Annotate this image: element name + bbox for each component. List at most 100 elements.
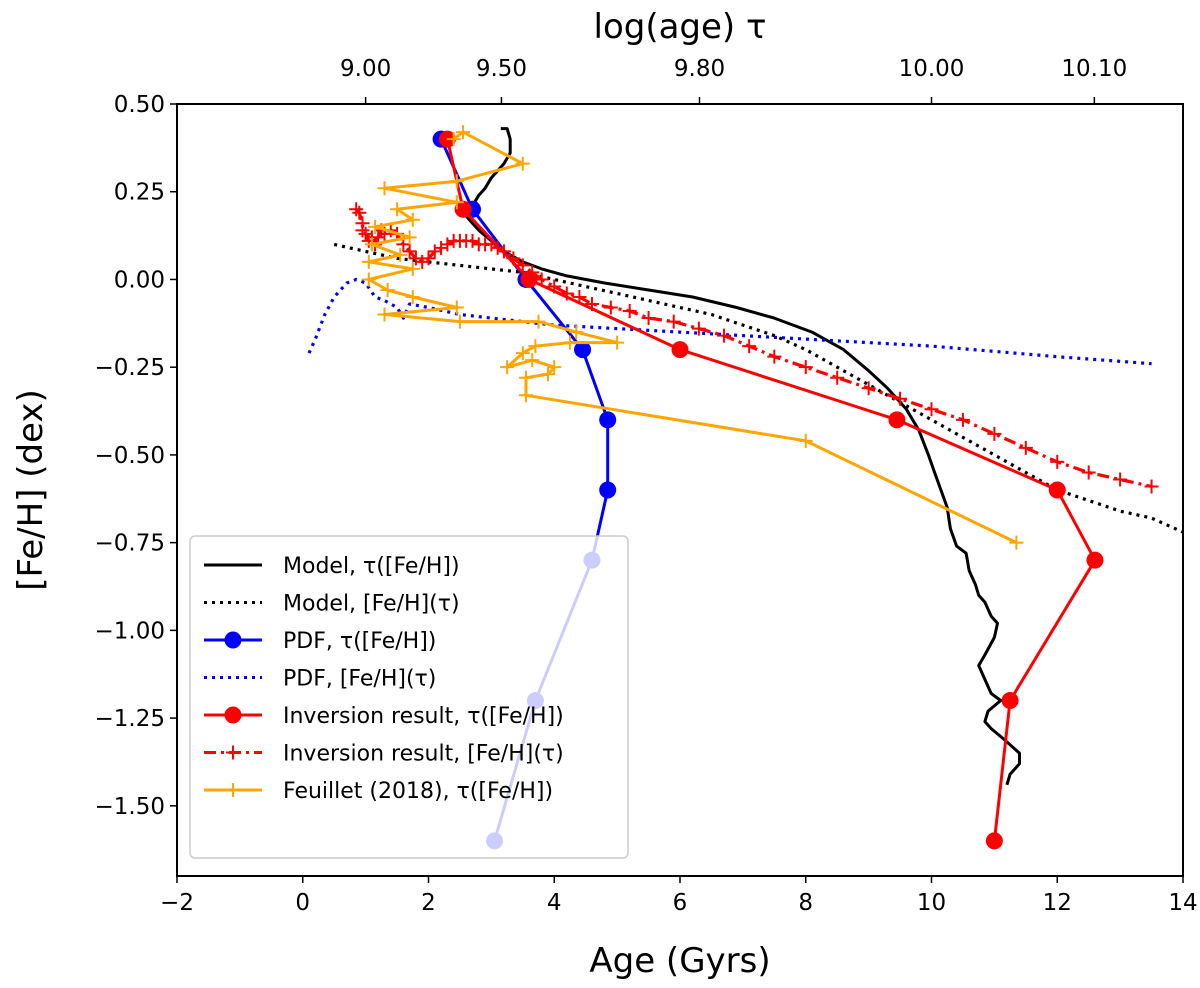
- legend-item: Feuillet (2018), τ([Fe/H]): [204, 779, 553, 804]
- ticks-layer: −2 0 2 4 6 8 10 12 14 0.50 0.25 0.00 −0.25 −0.50 −0.75…: [95, 56, 1198, 916]
- data-point: [1086, 551, 1104, 569]
- top-axis-title: log(age) τ: [594, 7, 767, 47]
- y-tick-label: 0.25: [114, 180, 165, 206]
- data-point: [798, 360, 813, 375]
- y-tick-label: −1.00: [95, 618, 165, 644]
- series-inversion-result-fe-h: [349, 202, 1159, 494]
- data-point: [559, 286, 574, 301]
- legend-item: PDF, [Fe/H](τ): [204, 667, 436, 692]
- data-point: [1050, 454, 1065, 469]
- x-tick-label: 4: [547, 890, 562, 916]
- data-point: [421, 251, 436, 266]
- data-point: [393, 247, 408, 262]
- data-point: [985, 832, 1003, 850]
- series-line: [355, 208, 1152, 489]
- data-point: [528, 339, 543, 354]
- data-point: [671, 341, 689, 359]
- data-point: [798, 433, 813, 448]
- data-point: [1113, 472, 1128, 487]
- top-tick-label: 10.10: [1061, 56, 1127, 82]
- data-point: [415, 254, 430, 269]
- data-point: [490, 240, 505, 255]
- data-point: [888, 411, 906, 429]
- legend-label: Model, [Fe/H](τ): [283, 592, 460, 617]
- data-point: [1001, 692, 1019, 710]
- data-point: [531, 314, 546, 329]
- top-tick-label: 9.50: [476, 56, 527, 82]
- legend-label: Model, τ([Fe/H]): [283, 554, 460, 579]
- data-point: [603, 300, 618, 315]
- data-point: [525, 265, 540, 280]
- data-point: [547, 279, 562, 294]
- legend-item: Model, τ([Fe/H]): [204, 554, 460, 579]
- legend-marker: [226, 745, 240, 760]
- series-line: [333, 242, 1183, 534]
- data-point: [622, 304, 637, 319]
- top-tick-label: 10.00: [899, 56, 965, 82]
- plot-frame: [176, 103, 1184, 877]
- data-point: [569, 325, 584, 340]
- top-tick-label: 9.00: [340, 56, 391, 82]
- data-point: [402, 230, 417, 245]
- top-tick-label: 9.80: [674, 56, 725, 82]
- y-tick-label: −0.75: [95, 531, 165, 557]
- data-point: [496, 244, 511, 259]
- series-inversion-result-fe-h: [438, 130, 1104, 850]
- data-point: [449, 195, 464, 210]
- y-tick-label: −0.25: [95, 355, 165, 381]
- series-model-fe-h: [333, 242, 1183, 534]
- legend-item: PDF, τ([Fe/H]): [204, 629, 436, 654]
- data-point: [427, 244, 442, 259]
- data-point: [534, 272, 549, 287]
- data-point: [767, 349, 782, 364]
- data-point: [454, 200, 472, 218]
- x-tick-label: 10: [917, 890, 946, 916]
- x-tick-label: 6: [673, 890, 688, 916]
- data-point: [610, 335, 625, 350]
- data-point: [518, 388, 533, 403]
- data-point: [518, 370, 533, 385]
- legend-label: PDF, τ([Fe/H]): [283, 629, 436, 654]
- data-point: [449, 174, 464, 189]
- data-point: [500, 360, 515, 375]
- data-point: [405, 290, 420, 304]
- data-point: [434, 240, 449, 255]
- data-point: [955, 412, 970, 427]
- data-point: [440, 237, 455, 252]
- data-point: [484, 237, 499, 252]
- data-point: [361, 272, 376, 287]
- x-tick-label: 12: [1043, 890, 1072, 916]
- data-point: [465, 233, 480, 248]
- data-point: [377, 307, 392, 322]
- legend-box: [189, 535, 629, 859]
- legend-marker: [224, 706, 242, 724]
- data-point: [390, 202, 405, 217]
- data-point: [405, 261, 420, 276]
- data-point: [987, 426, 1002, 441]
- y-tick-label: −1.25: [95, 706, 165, 732]
- data-point: [924, 402, 939, 417]
- x-tick-label: 14: [1168, 890, 1197, 916]
- data-point: [572, 290, 587, 304]
- data-point: [456, 125, 471, 140]
- data-point: [515, 156, 530, 171]
- data-point: [574, 341, 592, 359]
- data-point: [1081, 465, 1096, 480]
- data-point: [368, 219, 383, 234]
- data-point: [666, 314, 681, 329]
- legend-label: PDF, [Fe/H](τ): [283, 667, 436, 692]
- x-tick-label: 8: [798, 890, 813, 916]
- x-tick-label: −2: [160, 890, 194, 916]
- legend-label: Feuillet (2018), τ([Fe/H]): [283, 779, 553, 804]
- data-point: [1144, 479, 1159, 494]
- series-line: [307, 277, 1152, 366]
- legend-item: Inversion result, τ([Fe/H]): [204, 704, 564, 729]
- y-tick-label: 0.00: [114, 267, 165, 293]
- data-point: [452, 314, 467, 329]
- data-point: [830, 370, 845, 385]
- series-line: [367, 130, 1018, 544]
- data-point: [358, 226, 373, 241]
- legend-item: Inversion result, [Fe/H](τ): [204, 742, 564, 767]
- data-point: [408, 251, 423, 266]
